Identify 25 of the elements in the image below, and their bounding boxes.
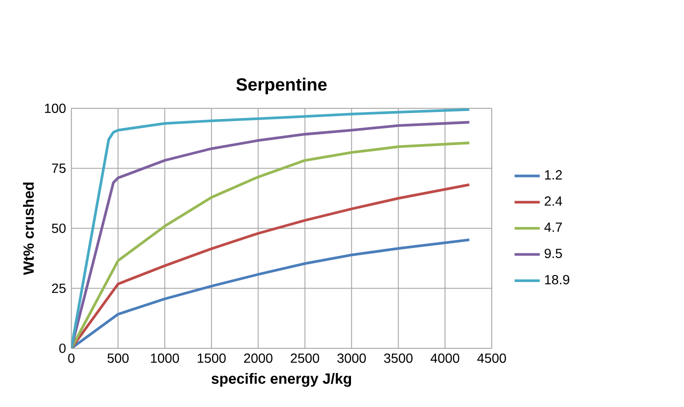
y-tick-label: 100 (45, 104, 66, 114)
x-tick-label: 2500 (290, 353, 320, 363)
x-tick-label: 4500 (477, 353, 506, 363)
x-tick-label: 500 (108, 353, 129, 363)
legend-label: 2.4 (544, 196, 562, 206)
x-tick-label: 2000 (244, 353, 272, 363)
y-tick-label: 50 (52, 224, 66, 233)
y-tick-label: 0 (59, 344, 66, 353)
legend-label: 1.2 (545, 170, 562, 180)
x-tick-label: 3500 (384, 353, 413, 363)
x-tick-label: 1500 (198, 353, 226, 363)
line-series (71, 183, 471, 348)
x-tick-label: 0 (68, 353, 75, 363)
x-tick-label: 4000 (430, 353, 460, 363)
legend-label: 4.7 (544, 222, 562, 232)
x-tick-label: 3000 (337, 353, 366, 363)
y-tick-label: 75 (52, 164, 66, 173)
legend-label: 18.9 (545, 274, 570, 284)
chart-title: Serpentine (236, 78, 327, 94)
y-tick-label: 25 (52, 284, 66, 293)
x-axis-title: specific energy J/kg (212, 373, 352, 387)
legend-label: 9.5 (544, 248, 562, 258)
y-axis-title: Wt% crushed (23, 182, 34, 275)
line-series (71, 238, 471, 348)
x-tick-label: 1000 (151, 353, 180, 363)
